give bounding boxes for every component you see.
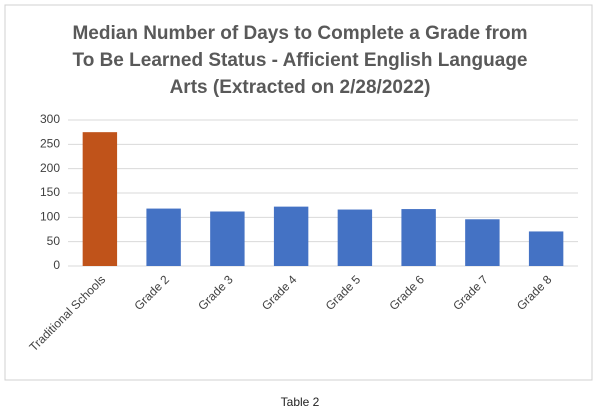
bar xyxy=(401,209,436,266)
y-tick-label: 100 xyxy=(40,210,60,224)
bar xyxy=(82,132,118,266)
y-tick-label: 150 xyxy=(40,185,60,199)
caption: Table 2 xyxy=(280,395,320,409)
bar xyxy=(146,208,181,266)
y-tick-label: 250 xyxy=(40,137,60,151)
bar xyxy=(210,211,245,266)
bar xyxy=(273,206,309,266)
y-tick-label: 0 xyxy=(53,258,60,272)
bar xyxy=(528,231,564,266)
bar xyxy=(337,209,373,266)
y-tick-label: 200 xyxy=(40,161,60,175)
y-tick-label: 50 xyxy=(47,234,61,248)
bar xyxy=(465,219,500,266)
y-tick-label: 300 xyxy=(40,112,60,126)
chart-title: Median Number of Days to Complete a Grad… xyxy=(72,23,528,98)
